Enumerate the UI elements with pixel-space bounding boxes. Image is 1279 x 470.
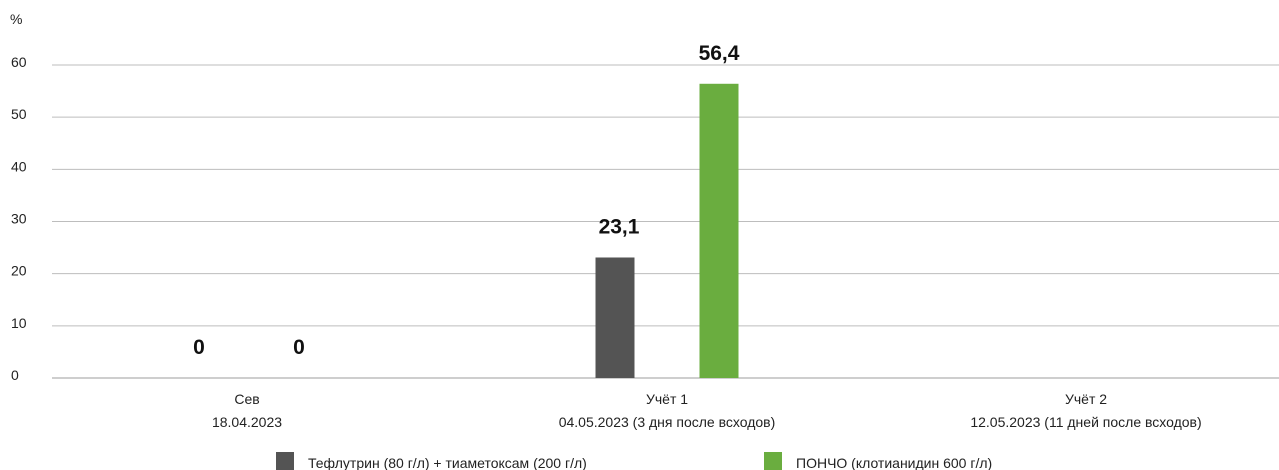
legend: Тефлутрин (80 г/л) + тиаметоксам (200 г/… (276, 452, 992, 470)
y-tick-label-40: 40 (11, 158, 27, 174)
y-unit-label: % (10, 11, 22, 27)
y-tick-label-20: 20 (11, 263, 27, 279)
bar-series1-cat2 (595, 257, 635, 378)
legend-label-1: Тефлутрин (80 г/л) + тиаметоксам (200 г/… (308, 455, 587, 470)
grid (52, 64, 1279, 379)
value-label-series1-cat2: 23,1 (599, 215, 640, 238)
x-category-date-3: 12.05.2023 (11 дней после всходов) (970, 414, 1201, 430)
y-tick-label-10: 10 (11, 315, 27, 331)
labels: % 0 10 20 30 40 50 60 Сев 18.04.2023 0 0 Учёт 1 04.05… (10, 11, 1202, 430)
y-tick-label-50: 50 (11, 106, 27, 122)
legend-swatch-1 (276, 452, 294, 470)
bars (595, 83, 739, 378)
value-label-series2-cat2: 56,4 (699, 42, 740, 65)
value-label-series1-cat1: 0 (193, 336, 205, 359)
x-category-label-2: Учёт 1 (646, 391, 688, 407)
x-category-date-2: 04.05.2023 (3 дня после всходов) (559, 414, 776, 430)
x-category-date-1: 18.04.2023 (212, 414, 282, 430)
x-category-label-1: Сев (234, 391, 259, 407)
bar-series2-cat2 (699, 83, 739, 378)
y-tick-label-0: 0 (11, 367, 19, 383)
legend-swatch-2 (764, 452, 782, 470)
x-category-label-3: Учёт 2 (1065, 391, 1107, 407)
y-tick-label-30: 30 (11, 211, 27, 227)
y-tick-label-60: 60 (11, 54, 27, 70)
value-label-series2-cat1: 0 (293, 336, 305, 359)
legend-label-2: ПОНЧО (клотианидин 600 г/л) (796, 455, 992, 470)
